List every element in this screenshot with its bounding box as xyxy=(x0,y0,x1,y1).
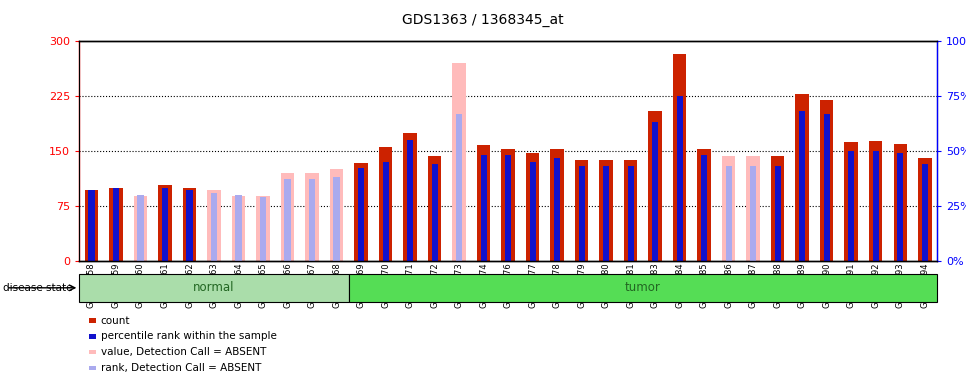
Bar xyxy=(600,160,612,261)
Bar xyxy=(355,164,368,261)
Bar xyxy=(133,196,147,261)
Bar xyxy=(281,173,295,261)
Bar xyxy=(480,155,487,261)
Bar xyxy=(894,144,907,261)
Bar xyxy=(329,169,343,261)
Bar xyxy=(109,188,123,261)
Bar xyxy=(918,158,931,261)
Bar xyxy=(260,197,266,261)
Bar xyxy=(256,196,270,261)
Bar xyxy=(648,111,662,261)
Bar xyxy=(848,151,854,261)
Bar xyxy=(844,142,858,261)
Bar xyxy=(383,162,388,261)
Bar xyxy=(236,195,242,261)
Text: normal: normal xyxy=(193,281,235,294)
Bar xyxy=(747,156,760,261)
Bar xyxy=(358,168,364,261)
Text: value, Detection Call = ABSENT: value, Detection Call = ABSENT xyxy=(100,347,266,357)
Bar xyxy=(89,190,95,261)
Bar xyxy=(85,190,99,261)
Bar xyxy=(725,166,732,261)
Bar xyxy=(404,133,416,261)
Bar xyxy=(349,274,937,302)
Bar xyxy=(208,190,221,261)
Bar xyxy=(432,164,438,261)
Bar xyxy=(676,96,683,261)
Bar xyxy=(824,114,830,261)
Bar xyxy=(624,160,638,261)
Bar xyxy=(771,156,784,261)
Text: GDS1363 / 1368345_at: GDS1363 / 1368345_at xyxy=(402,13,564,27)
Bar xyxy=(309,180,315,261)
Bar xyxy=(551,150,564,261)
Bar xyxy=(379,147,392,261)
Bar xyxy=(722,156,735,261)
Bar xyxy=(113,188,119,261)
Bar xyxy=(554,158,560,261)
Bar xyxy=(477,145,491,261)
Bar xyxy=(407,140,413,261)
Bar xyxy=(628,166,634,261)
Bar xyxy=(697,150,711,261)
Bar xyxy=(162,188,168,261)
Bar xyxy=(579,166,584,261)
Bar xyxy=(79,274,349,302)
Bar xyxy=(820,100,834,261)
Bar xyxy=(183,188,196,261)
Bar xyxy=(701,155,707,261)
Bar xyxy=(505,155,511,261)
Bar xyxy=(158,185,172,261)
Bar xyxy=(575,160,588,261)
Bar xyxy=(232,196,245,261)
Bar xyxy=(526,153,539,261)
Bar xyxy=(452,63,466,261)
Bar xyxy=(529,162,536,261)
Text: count: count xyxy=(100,316,130,326)
Bar xyxy=(751,166,756,261)
Bar xyxy=(922,164,927,261)
Bar xyxy=(869,141,883,261)
Bar xyxy=(428,156,441,261)
Bar xyxy=(211,193,217,261)
Text: disease state: disease state xyxy=(3,283,72,293)
Bar xyxy=(872,151,879,261)
Bar xyxy=(897,153,903,261)
Bar xyxy=(305,173,319,261)
Bar xyxy=(456,114,462,261)
Bar xyxy=(603,166,610,261)
Bar xyxy=(795,94,809,261)
Bar xyxy=(652,122,658,261)
Bar xyxy=(673,54,687,261)
Bar xyxy=(284,180,291,261)
Bar xyxy=(137,195,144,261)
Bar xyxy=(775,166,781,261)
Text: tumor: tumor xyxy=(625,281,661,294)
Bar xyxy=(501,149,515,261)
Bar xyxy=(799,111,806,261)
Text: percentile rank within the sample: percentile rank within the sample xyxy=(100,332,276,341)
Bar xyxy=(333,177,340,261)
Bar xyxy=(186,190,192,261)
Text: rank, Detection Call = ABSENT: rank, Detection Call = ABSENT xyxy=(100,363,261,373)
